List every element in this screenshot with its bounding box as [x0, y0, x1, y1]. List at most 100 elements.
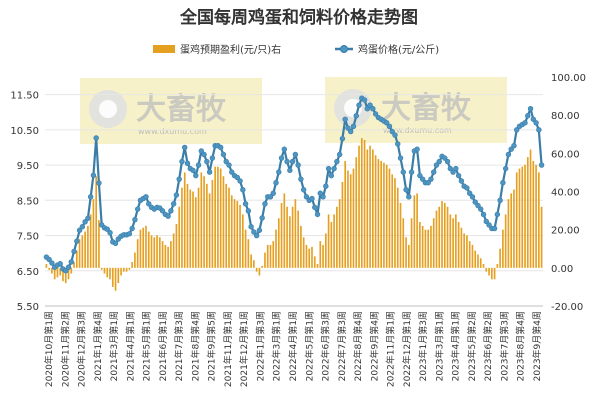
egg-price-point: [334, 158, 340, 165]
profit-bar: [380, 160, 382, 268]
egg-price-point: [256, 227, 263, 233]
watermark-brand: 大畜牧: [381, 91, 472, 126]
egg-price-point: [538, 162, 545, 168]
profit-bar: [230, 195, 233, 268]
egg-price-point: [234, 174, 240, 181]
profit-bar: [532, 160, 535, 268]
profit-bar: [468, 241, 471, 268]
profit-bar: [499, 248, 501, 268]
egg-price-point: [134, 206, 141, 212]
profit-bar: [81, 235, 84, 268]
egg-price-point: [287, 167, 293, 174]
x-tick-label: 2021年9月第5周: [206, 311, 218, 381]
profit-bar: [355, 157, 358, 268]
profit-bar: [399, 202, 402, 268]
profit-bar: [336, 206, 338, 268]
profit-bar: [388, 168, 391, 268]
egg-price-point: [146, 201, 152, 207]
x-tick-label: 2021年6月第1周: [157, 311, 169, 381]
chart-title: 全国每周鸡蛋和饲料价格走势图: [179, 7, 418, 28]
egg-price-point: [408, 169, 415, 175]
x-tick-label: 2023年3月第1周: [433, 311, 445, 381]
x-tick-label: 2023年6月第2周: [482, 311, 494, 381]
egg-price-point: [289, 158, 296, 165]
profit-bar: [178, 206, 181, 268]
egg-price-point: [406, 194, 412, 200]
profit-bar: [95, 176, 98, 268]
profit-bar: [333, 214, 335, 268]
profit-bar: [405, 237, 407, 268]
egg-price-point: [480, 211, 487, 218]
egg-price-point: [90, 172, 97, 178]
profit-bar: [410, 218, 413, 268]
profit-bar: [438, 206, 441, 268]
profit-bar: [134, 252, 136, 268]
egg-price-point: [179, 158, 185, 165]
egg-price-point: [79, 224, 86, 230]
egg-price-point: [198, 148, 205, 154]
egg-price-point: [367, 102, 373, 108]
profit-bar: [358, 145, 360, 268]
profit-bar: [446, 206, 449, 268]
x-tick-label: 2021年11月第1周: [222, 311, 234, 387]
legend: 蛋鸡预期盈利(元/只)右 鸡蛋价格(元/公斤): [153, 43, 439, 56]
profit-bar: [360, 138, 363, 268]
egg-price-point: [173, 192, 180, 198]
egg-price-line: [43, 95, 545, 274]
egg-price-point: [184, 160, 191, 167]
egg-price-point: [82, 219, 88, 225]
profit-bar: [419, 222, 421, 268]
x-tick-label: 2023年8月第4周: [515, 311, 527, 381]
right-tick-label: 60.00: [551, 149, 580, 160]
profit-bar: [189, 189, 192, 268]
profit-bar: [186, 183, 189, 268]
profit-bar: [250, 254, 252, 268]
egg-price-point: [87, 194, 94, 200]
profit-bar: [502, 229, 504, 268]
egg-price-point: [170, 201, 177, 207]
profit-bars: [45, 138, 543, 291]
profit-bar: [291, 206, 294, 268]
egg-price-point: [278, 155, 285, 161]
egg-price-point: [361, 97, 368, 103]
profit-bar: [158, 237, 161, 268]
profit-bar: [383, 162, 385, 268]
profit-bar: [200, 172, 203, 268]
profit-bar: [239, 204, 241, 268]
right-tick-label: 100.00: [551, 73, 586, 84]
egg-price-point: [245, 208, 252, 214]
profit-bar: [441, 201, 443, 268]
egg-price-point: [483, 218, 489, 225]
x-tick-label: 2022年12月第1周: [401, 311, 413, 387]
profit-bar: [167, 246, 169, 268]
x-tick-label: 2020年10月第1周: [43, 311, 55, 387]
egg-price-point: [281, 146, 288, 152]
profit-bar: [103, 267, 106, 274]
x-tick-label: 2021年8月第4周: [189, 311, 201, 381]
profit-bar: [435, 210, 438, 268]
profit-bar: [449, 214, 452, 268]
egg-price-point: [370, 106, 376, 112]
profit-bar: [51, 267, 53, 274]
profit-bar: [280, 202, 283, 268]
egg-price-point: [276, 169, 282, 175]
left-tick-label: 8.50: [17, 196, 39, 207]
profit-bar: [89, 214, 92, 268]
profit-bar: [391, 174, 394, 268]
profit-bar: [87, 225, 89, 268]
egg-price-point: [259, 215, 265, 221]
egg-price-point: [392, 132, 398, 138]
egg-price-point: [500, 179, 506, 186]
egg-price-point: [226, 162, 232, 168]
profit-bar: [507, 199, 510, 268]
egg-price-point: [104, 226, 110, 232]
profit-bar: [156, 235, 158, 268]
x-tick-label: 2022年11月第1周: [385, 311, 397, 387]
egg-price-point: [76, 227, 83, 233]
egg-price-point: [320, 194, 326, 200]
x-tick-label: 2022年4月第1周: [287, 311, 299, 381]
right-tick-label: 0.00: [551, 264, 573, 275]
egg-price-point: [395, 141, 401, 147]
x-tick-label: 2022年8月第4周: [352, 311, 364, 381]
